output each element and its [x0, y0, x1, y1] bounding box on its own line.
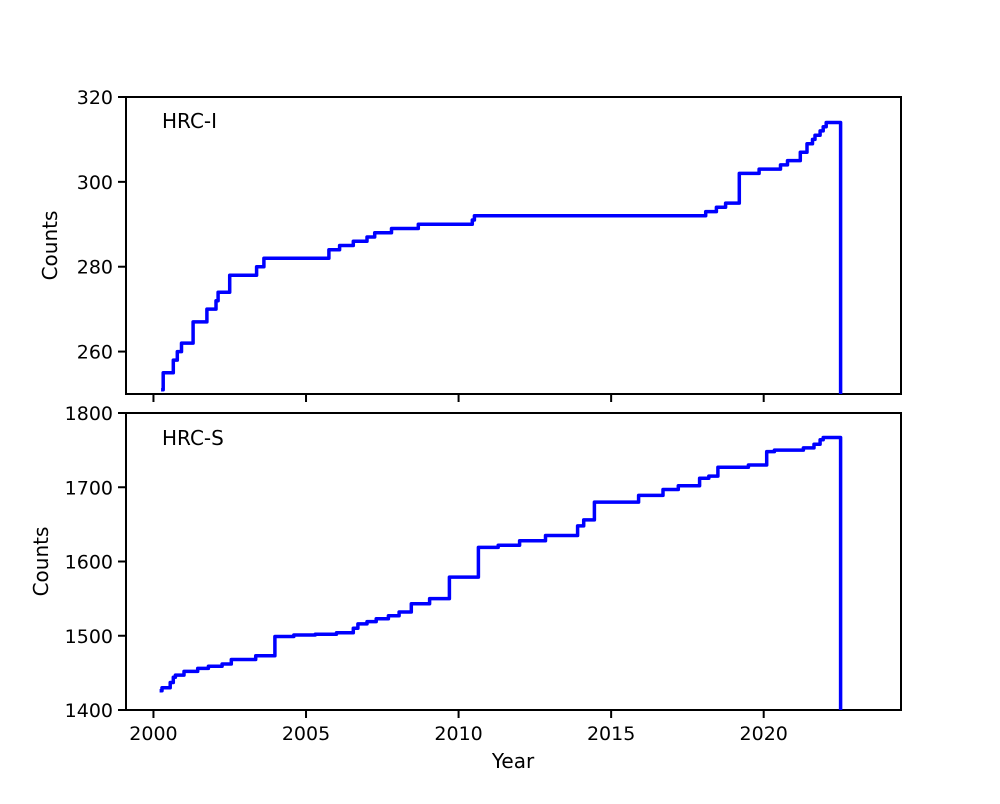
- y-tick-label: 280: [77, 257, 113, 279]
- x-tick-label: 2000: [129, 723, 177, 745]
- y-tick-label: 260: [77, 342, 113, 364]
- x-tick-label: 2020: [740, 723, 788, 745]
- y-tick-label: 320: [77, 87, 113, 109]
- panel-spines: [125, 96, 902, 395]
- y-tick-label: 300: [77, 172, 113, 194]
- series-line: [159, 435, 843, 710]
- y-tick-label: 1800: [65, 403, 113, 425]
- y-axis-label-bottom: Counts: [29, 527, 53, 597]
- y-tick-label: 1500: [65, 626, 113, 648]
- x-tick-label: 2010: [434, 723, 482, 745]
- panel-spines: [125, 412, 902, 711]
- series-line: [161, 120, 843, 394]
- y-tick-label: 1600: [65, 552, 113, 574]
- x-tick-label: 2015: [587, 723, 635, 745]
- y-tick-label: 1700: [65, 477, 113, 499]
- x-axis-label: Year: [491, 749, 535, 773]
- x-tick-label: 2005: [282, 723, 330, 745]
- y-tick-label: 1400: [65, 700, 113, 722]
- axes-layer: 260 280 300 320 2000 2005 2010 2015 2020 1400 1500…: [65, 87, 902, 745]
- panel-bottom-annotation: HRC-S: [162, 426, 224, 450]
- panel-top-annotation: HRC-I: [162, 109, 217, 133]
- y-axis-label-top: Counts: [38, 211, 62, 281]
